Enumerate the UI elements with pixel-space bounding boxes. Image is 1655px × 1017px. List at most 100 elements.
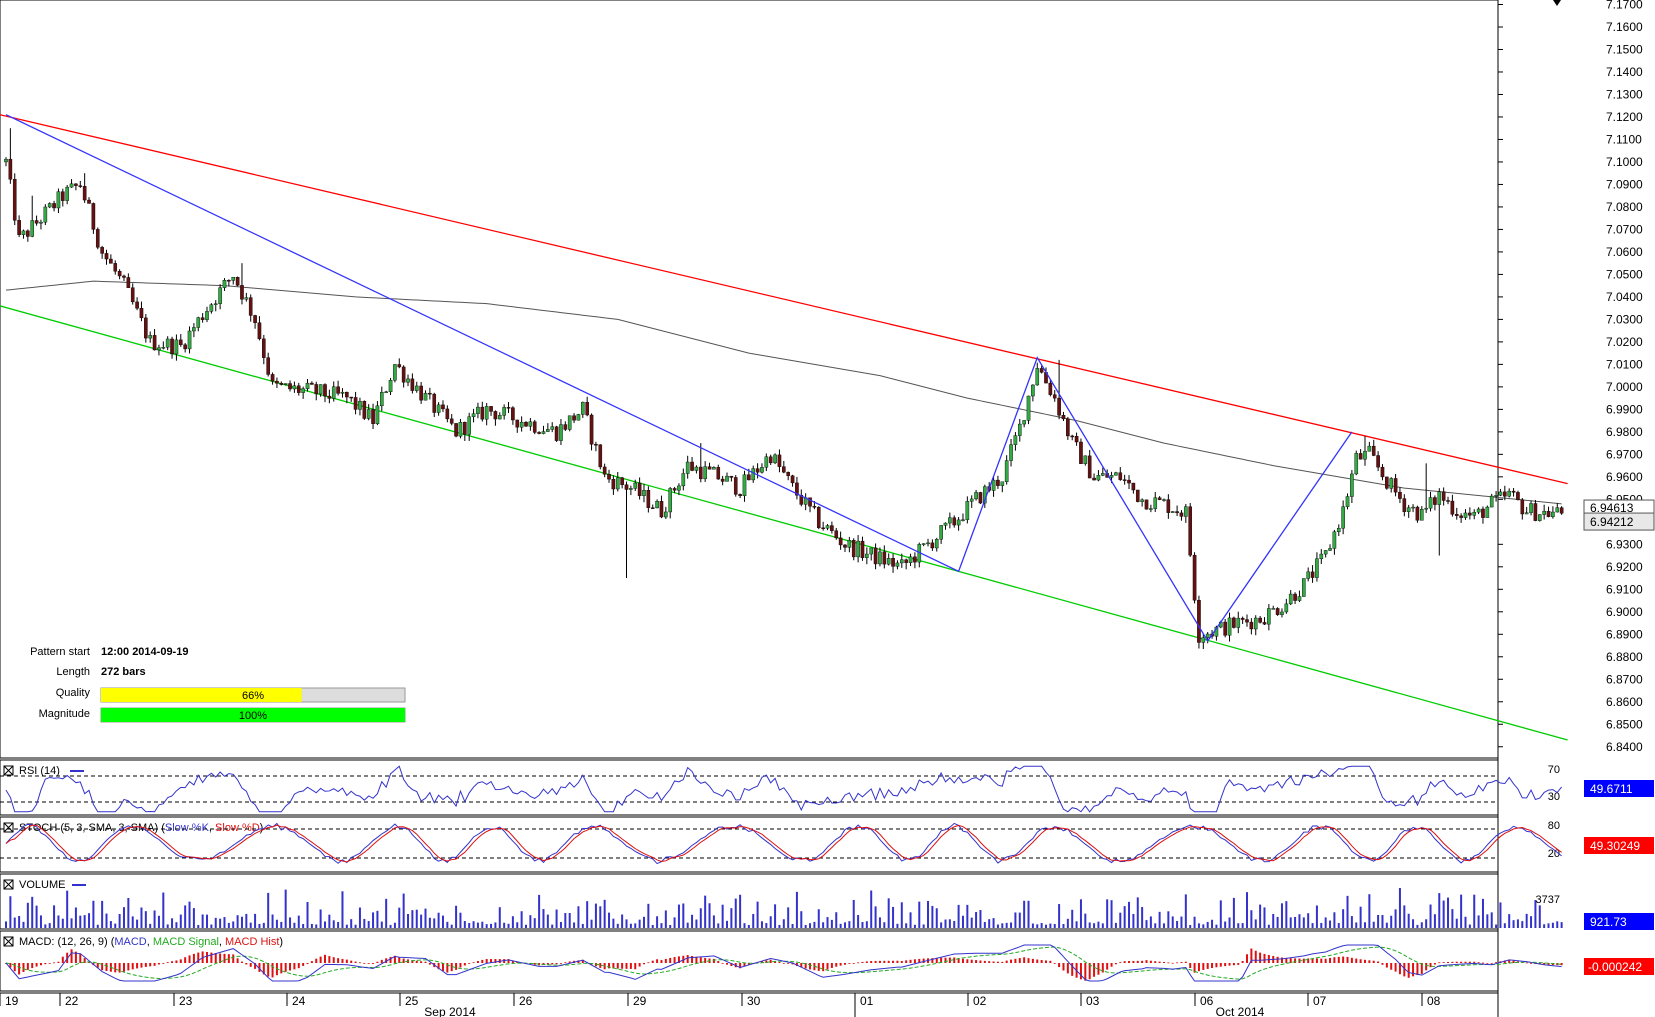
macd-hist-bar [1058, 963, 1061, 968]
volume-bar [1071, 909, 1074, 928]
candle-body [895, 562, 900, 567]
candle [1297, 590, 1302, 603]
candle-body [1376, 455, 1380, 468]
volume-bar [1525, 913, 1528, 928]
candle [519, 416, 524, 432]
volume-bar [271, 914, 274, 928]
volume-bar [210, 924, 213, 928]
macd-hist-bar [389, 956, 392, 963]
macd-hist-bar [114, 963, 117, 973]
volume-bar [1045, 924, 1047, 928]
volume-bar [267, 892, 270, 928]
macd-hist-bar [1337, 956, 1340, 963]
candle [847, 536, 852, 553]
candle-body [87, 199, 91, 204]
candle-body [825, 525, 830, 529]
candle-body [978, 492, 983, 504]
macd-hist-bar [975, 960, 978, 963]
candle-body [170, 338, 174, 355]
macd-hist-bar [1005, 960, 1008, 963]
volume-bar [227, 922, 230, 928]
macd-hist-bar [1403, 963, 1406, 977]
stoch-d-series [5, 824, 1562, 863]
macd-hist-bar [175, 960, 178, 963]
macd-hist-bar [546, 963, 549, 965]
candle-body [91, 203, 96, 230]
candle-body [161, 347, 166, 349]
candle [821, 521, 825, 531]
volume-bar [101, 900, 104, 928]
volume-bar [22, 921, 25, 928]
stoch-close-icon[interactable] [3, 822, 14, 833]
candle-body [1101, 473, 1105, 476]
volume-bar [756, 901, 759, 928]
menu-arrow-icon[interactable] [1553, 0, 1561, 6]
candle-body [445, 408, 450, 420]
candle [240, 263, 244, 305]
volume-bar [293, 922, 296, 928]
price-tick-label: 6.9800 [1606, 425, 1643, 439]
volume-bar [1280, 903, 1283, 928]
volume-bar [1123, 906, 1126, 928]
macd-hist-bar [1359, 959, 1362, 963]
volume-bar [760, 921, 763, 928]
candle [91, 202, 96, 234]
volume-bar [175, 922, 178, 928]
candle [362, 400, 367, 420]
candle-body [358, 401, 362, 410]
day-label: 22 [65, 994, 79, 1008]
candle [782, 460, 786, 474]
candle-body [934, 539, 939, 549]
macd-hist-bar [44, 963, 47, 965]
candle [838, 531, 843, 550]
rsi-close-icon[interactable] [3, 765, 14, 776]
volume-bar [1250, 910, 1253, 928]
candle-body [432, 393, 437, 413]
volume-bar [1079, 899, 1082, 928]
candle [371, 403, 375, 430]
volume-bar [1455, 918, 1458, 928]
candle [1179, 510, 1184, 521]
candle-body [795, 482, 799, 496]
candle-body [209, 304, 214, 312]
candle-body [908, 556, 913, 563]
macd-hist-bar [323, 954, 326, 963]
stoch-k-series [5, 822, 1562, 865]
macd-hist-bar [1481, 962, 1484, 964]
candle [1245, 614, 1249, 627]
candle [677, 483, 681, 496]
macd-hist-bar [1543, 963, 1546, 965]
macd-close-icon[interactable] [3, 936, 14, 947]
candle-body [1494, 495, 1498, 497]
candle [196, 316, 201, 332]
candle [1468, 507, 1472, 520]
candle [401, 365, 406, 388]
candle-body [262, 338, 266, 358]
candle [1380, 464, 1385, 481]
volume-close-icon[interactable] [3, 879, 14, 890]
macd-hist-bar [1176, 962, 1179, 964]
candle-body [1402, 498, 1407, 512]
macd-hist-bar [682, 955, 685, 963]
candle-body [288, 383, 292, 390]
candle [1262, 617, 1267, 625]
candle [1328, 544, 1332, 551]
candle-body [716, 467, 721, 480]
candle-body [720, 478, 725, 482]
candle [1267, 604, 1271, 631]
rsi-level-30: 30 [1548, 791, 1560, 803]
macd-title: MACD: (12, 26, 9) (MACD, MACD Signal, MA… [19, 936, 283, 948]
volume-bar [105, 913, 108, 928]
candle [1022, 420, 1026, 428]
candle-body [1284, 603, 1289, 613]
macd-hist-bar [835, 963, 838, 967]
candle-body [1240, 617, 1245, 620]
macd-hist-bar [1342, 956, 1345, 963]
volume-bar [1272, 913, 1275, 928]
volume-bar [975, 912, 978, 928]
candle-body [851, 540, 856, 558]
volume-bar [940, 922, 943, 928]
macd-hist-bar [1398, 963, 1401, 975]
candle [563, 421, 568, 432]
quality-bar-fill [101, 688, 302, 702]
